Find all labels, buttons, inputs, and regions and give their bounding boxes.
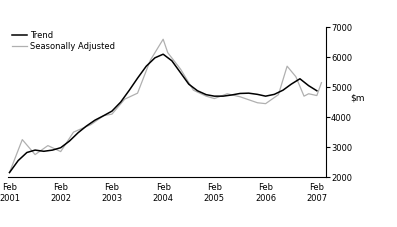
Legend: Trend, Seasonally Adjusted: Trend, Seasonally Adjusted: [12, 31, 116, 51]
Y-axis label: $m: $m: [351, 93, 365, 102]
